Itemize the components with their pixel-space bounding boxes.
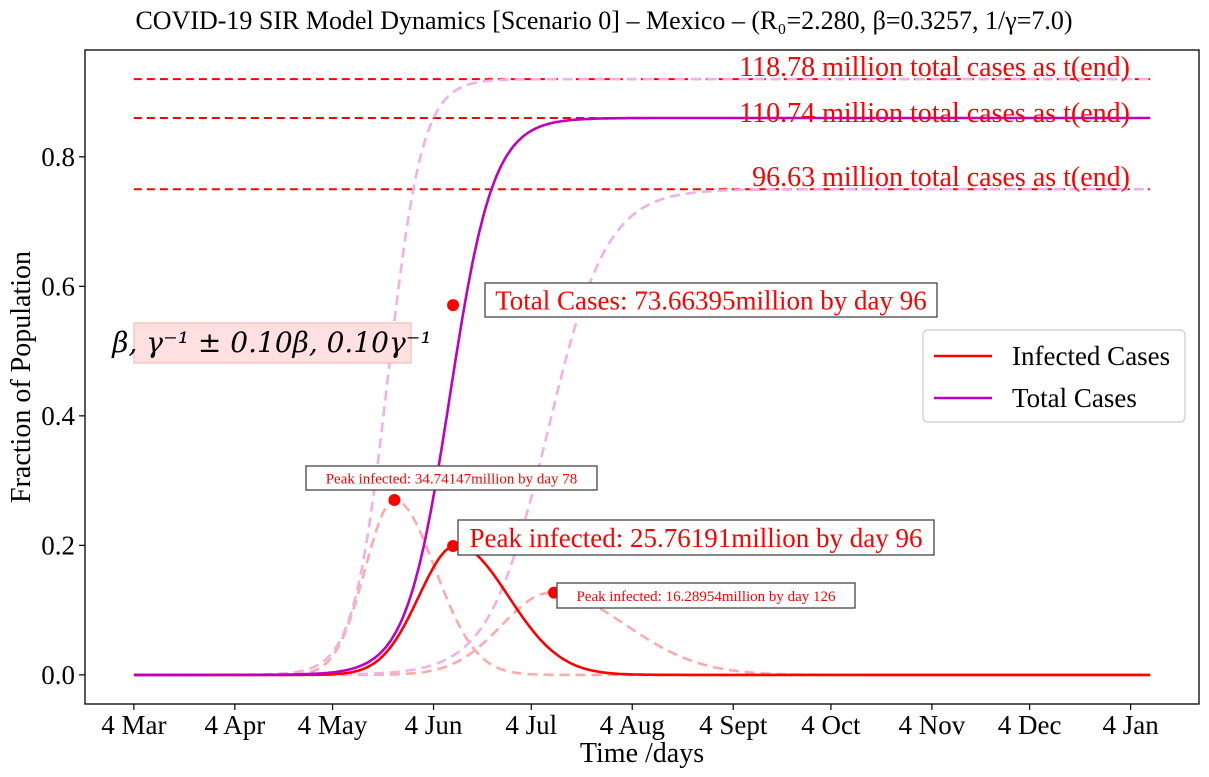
total-cases-line	[133, 116, 1151, 677]
callout-box	[484, 282, 938, 318]
x-tick-label: 4 May	[298, 710, 368, 740]
x-tick-label: 4 Aug	[600, 710, 665, 740]
callout-box	[457, 519, 935, 556]
x-tick-label: 4 Oct	[801, 710, 861, 740]
callout-box	[305, 465, 598, 491]
callout-label: Peak infected: 16.28954million by day 12…	[576, 589, 836, 605]
callout-box	[556, 582, 856, 609]
x-tick-label: 4 Apr	[204, 710, 265, 740]
infected-cases-line	[133, 544, 1151, 677]
x-axis-label: Time /days	[580, 738, 704, 769]
x-tick-label: 4 Sept	[699, 710, 768, 740]
y-tick-label: 0.8	[41, 142, 75, 172]
legend-label: Total Cases	[1012, 383, 1137, 413]
axes: 4 Mar 4 Apr 4 May 4 Jun 4 Jul 4 Aug 4 Sept 4 Oc…	[41, 49, 1200, 740]
callout-label: Total Cases: 73.66395million by day 96	[495, 285, 927, 315]
scenario-curve	[133, 77, 1151, 677]
y-tick-label: 0.2	[41, 530, 75, 560]
total-cases-end-label: 96.63 million total cases as t(end)	[752, 162, 1130, 193]
callout-label: Peak infected: 34.74147million by day 78	[326, 471, 578, 487]
param-box	[133, 322, 412, 364]
x-tick-label: 4 Nov	[899, 710, 966, 740]
x-tick-label: 4 Jul	[505, 710, 557, 740]
param-box-label: β, γ⁻¹ ± 0.10β, 0.10γ⁻¹	[111, 326, 431, 359]
y-axis-label: Fraction of Population	[6, 251, 37, 503]
legend-label: Infected Cases	[1012, 341, 1170, 371]
peak-marker	[388, 494, 401, 507]
x-tick-label: 4 Jun	[405, 710, 463, 740]
x-tick-label: 4 Jan	[1102, 710, 1159, 740]
total-cases-end-label: 110.74 million total cases as t(end)	[739, 98, 1130, 129]
x-tick-label: 4 Mar	[101, 710, 166, 740]
callout-label: Peak infected: 25.76191million by day 96	[470, 523, 923, 553]
total-cases-end-label: 118.78 million total cases as t(end)	[739, 52, 1130, 83]
legend: Infected Cases Total Cases	[922, 329, 1186, 423]
plot-frame	[84, 49, 1200, 705]
plot-area	[133, 77, 1151, 677]
chart-title: COVID-19 SIR Model Dynamics [Scenario 0]…	[135, 6, 1072, 35]
peak-marker	[447, 299, 460, 312]
peak-marker	[447, 540, 460, 553]
y-tick-label: 0.4	[41, 401, 75, 431]
annotations: 118.78 million total cases as t(end) 110.…	[111, 52, 1130, 609]
x-tick-label: 4 Dec	[998, 710, 1062, 740]
y-tick-label: 0.6	[41, 271, 75, 301]
y-tick-label: 0.0	[41, 660, 75, 690]
